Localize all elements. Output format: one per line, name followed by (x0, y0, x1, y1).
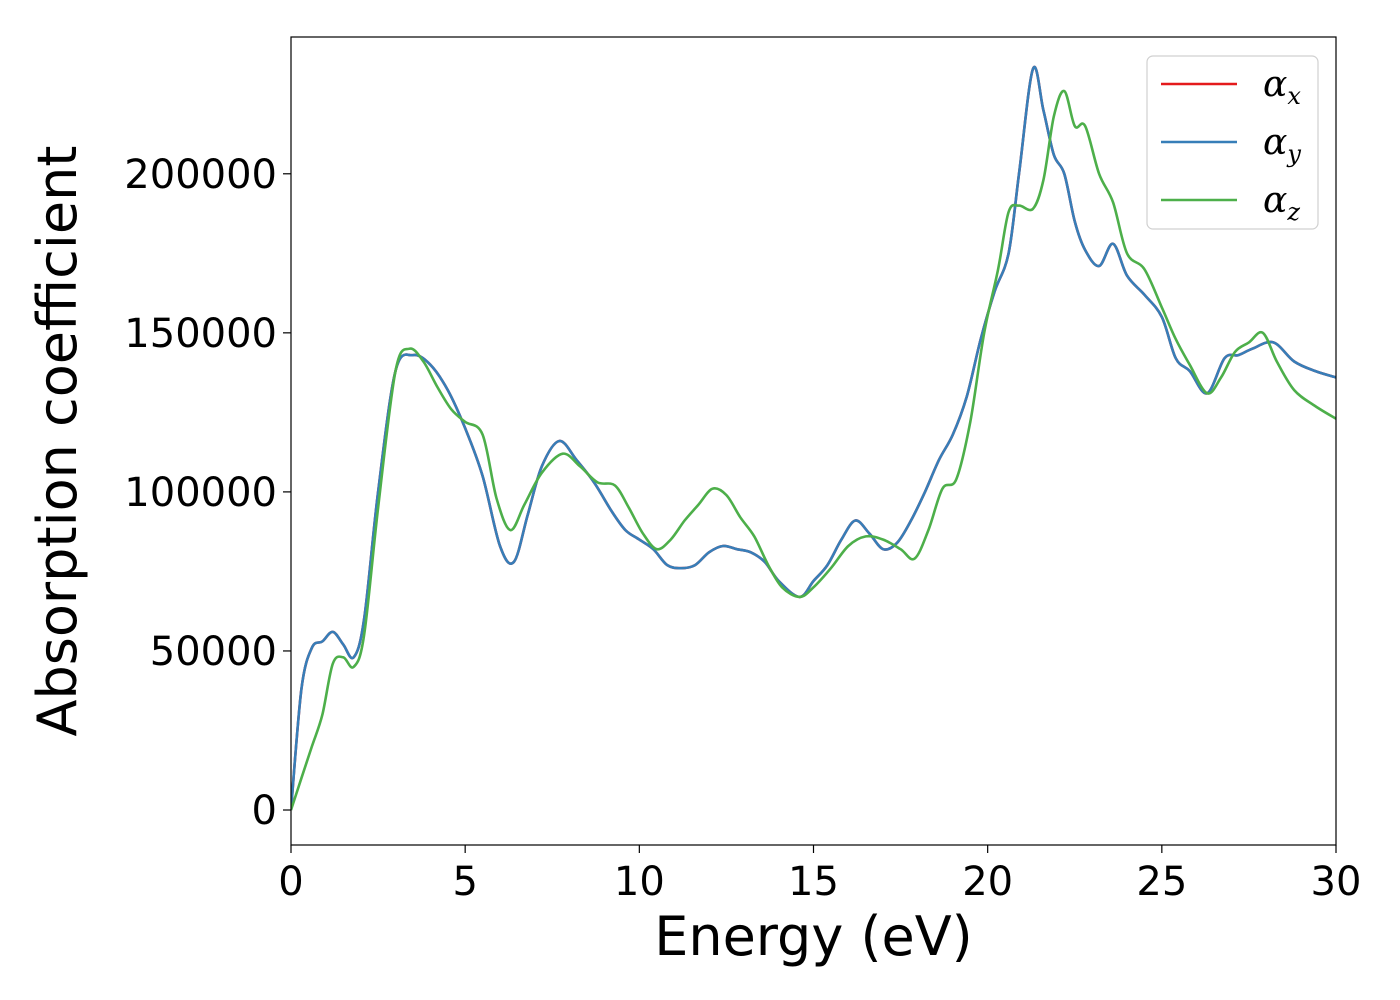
legend-label-y: αy (1263, 122, 1301, 168)
x-tick-label: 30 (1311, 859, 1362, 905)
y-axis-label: Absorption coefficient (26, 146, 89, 737)
series-line-z (291, 89, 1336, 811)
series-line-y (291, 65, 1336, 811)
y-tick-label: 150000 (124, 311, 277, 357)
y-axis: 0 50000 100000 150000 200000 (124, 152, 291, 834)
x-tick-label: 5 (452, 859, 477, 905)
x-tick-label: 15 (788, 859, 839, 905)
x-axis-label: Energy (eV) (654, 905, 973, 968)
x-axis: 0 5 10 15 20 25 30 (278, 845, 1361, 905)
y-tick-label: 50000 (150, 629, 277, 675)
legend: αx αy αz (1146, 55, 1319, 230)
x-tick-label: 25 (1136, 859, 1187, 905)
y-tick-label: 0 (252, 788, 277, 834)
x-tick-label: 20 (962, 859, 1013, 905)
x-tick-label: 10 (614, 859, 665, 905)
legend-label-z: αz (1263, 180, 1300, 226)
series-layer (291, 65, 1336, 811)
y-tick-label: 100000 (124, 470, 277, 516)
legend-label-x: αx (1263, 64, 1301, 110)
x-tick-label: 0 (278, 859, 303, 905)
y-tick-label: 200000 (124, 152, 277, 198)
